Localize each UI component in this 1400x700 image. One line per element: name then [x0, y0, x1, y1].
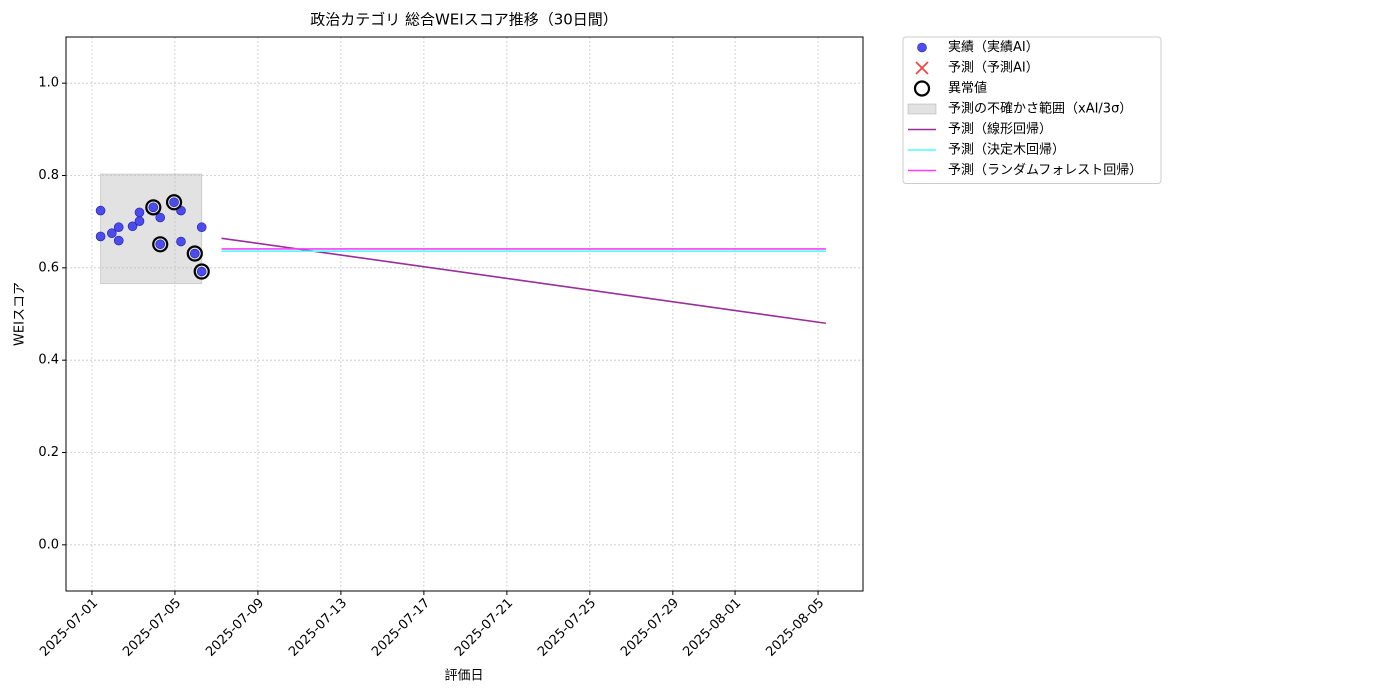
- anomaly-marker: [152, 236, 169, 253]
- anomaly-marker: [165, 194, 183, 211]
- point: [196, 266, 207, 277]
- y-tick-label: 1.0: [38, 76, 59, 91]
- point: [107, 228, 117, 239]
- marker-x: [915, 61, 929, 75]
- y-tick-label: 0.0: [38, 537, 59, 552]
- point: [189, 248, 200, 259]
- point: [176, 236, 186, 247]
- x-tick-label: 2025-07-01: [37, 596, 101, 660]
- x-tick-label: 2025-07-25: [535, 596, 599, 660]
- anomaly-marker: [186, 245, 203, 262]
- y-tick-label: 0.8: [38, 168, 59, 183]
- y-tick-label: 0.2: [38, 445, 59, 460]
- legend-label: 異常値: [948, 80, 987, 96]
- point: [196, 222, 207, 233]
- x-tick-label: 2025-07-09: [203, 596, 267, 660]
- chart-title: 政治カテゴリ 総合WEIスコア推移（30日間）: [310, 11, 618, 29]
- anomaly-marker: [145, 199, 162, 216]
- point: [155, 212, 166, 223]
- legend-label: 予測の不確かさ範囲（xAI/3σ）: [948, 101, 1132, 117]
- legend-label: 予測（ランダムフォレスト回帰）: [948, 162, 1142, 178]
- point: [917, 42, 927, 53]
- point: [127, 221, 138, 232]
- point: [134, 207, 145, 218]
- x-tick-label: 2025-07-13: [286, 596, 350, 660]
- x-tick-label: 2025-07-17: [369, 596, 433, 660]
- legend-label: 実績（実績AI）: [948, 39, 1039, 55]
- point: [169, 197, 179, 208]
- legend-swatch: [907, 103, 937, 115]
- point: [113, 235, 124, 246]
- point: [95, 231, 106, 242]
- anomaly-marker: [913, 80, 931, 97]
- point: [113, 222, 124, 233]
- legend-label: 予測（決定木回帰）: [948, 142, 1065, 158]
- x-axis-label: 評価日: [444, 669, 483, 684]
- x-tick-label: 2025-07-05: [120, 596, 184, 660]
- point: [95, 205, 106, 216]
- x-tick-label: 2025-08-01: [680, 596, 744, 660]
- point: [148, 202, 159, 213]
- legend: [902, 36, 1162, 184]
- legend-label: 予測（予測AI）: [948, 61, 1039, 76]
- plot-frame: [65, 36, 864, 592]
- x-tick-label: 2025-08-05: [763, 596, 827, 660]
- y-tick-label: 0.6: [38, 260, 59, 275]
- anomaly-marker: [193, 263, 210, 280]
- x-tick-label: 2025-07-29: [618, 596, 682, 660]
- y-tick-label: 0.4: [38, 353, 59, 368]
- legend-label: 予測（線形回帰）: [948, 121, 1052, 137]
- x-tick-label: 2025-07-21: [452, 596, 516, 660]
- point: [155, 239, 166, 250]
- line: [221, 237, 826, 325]
- point: [134, 216, 145, 227]
- marker-stroke: [915, 61, 929, 75]
- y-axis-label: WEIスコア: [13, 282, 28, 346]
